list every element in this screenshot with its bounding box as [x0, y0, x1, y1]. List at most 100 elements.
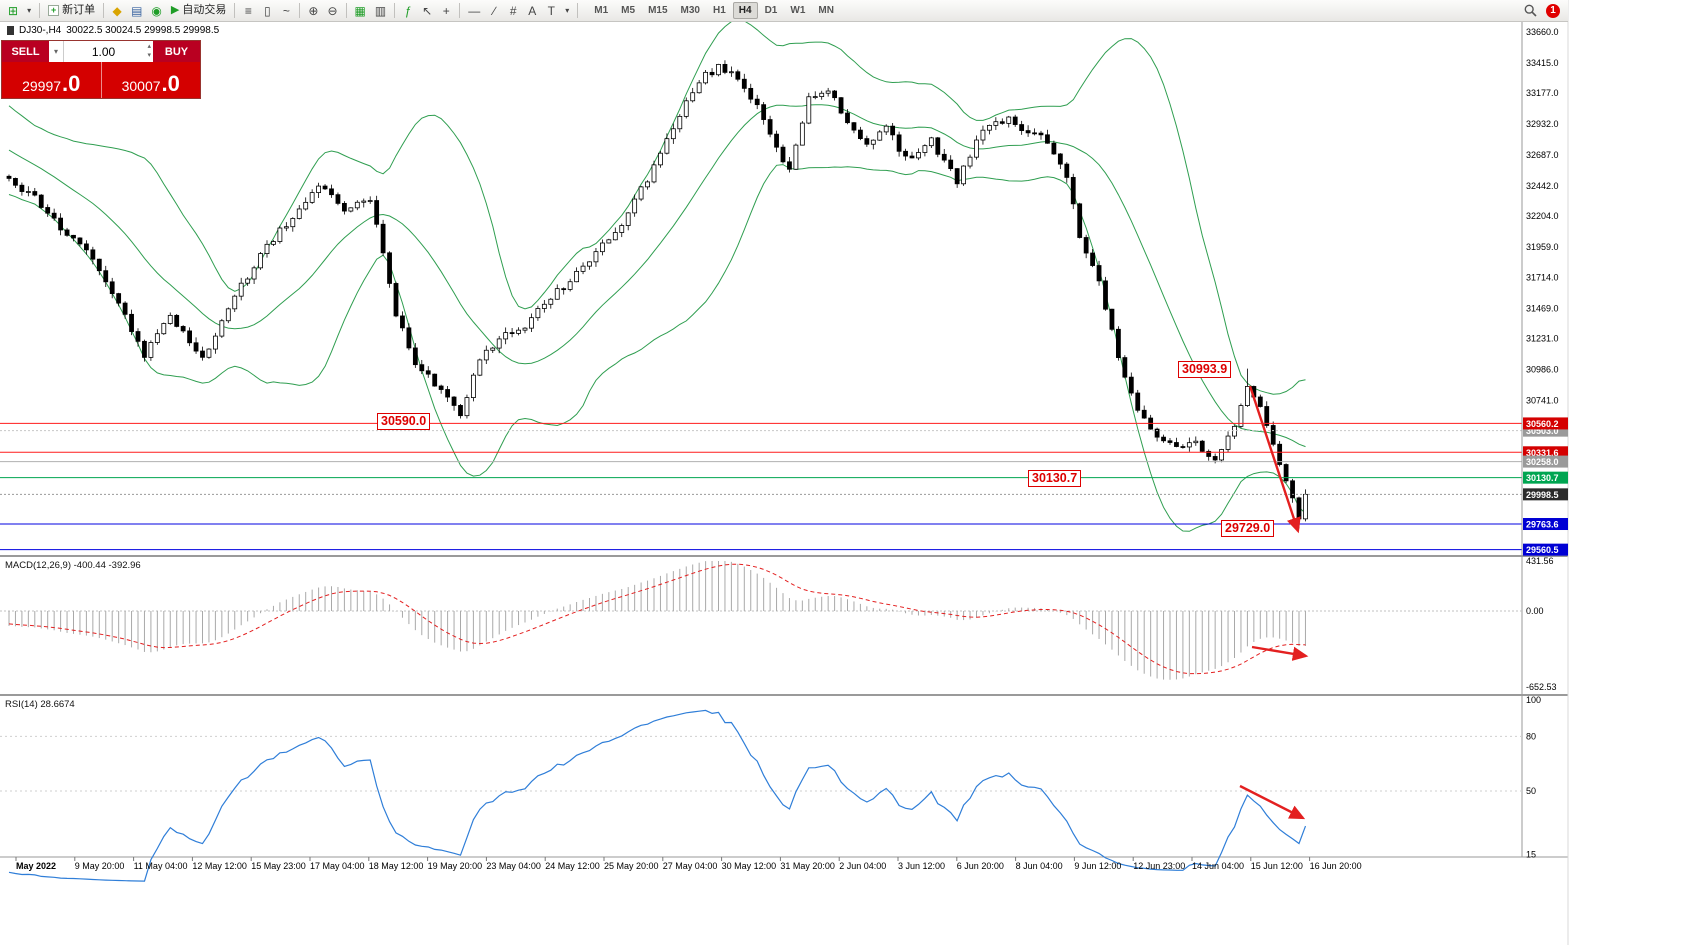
text-tool-icon[interactable]: A — [528, 3, 537, 18]
svg-text:16 Jun 20:00: 16 Jun 20:00 — [1310, 861, 1362, 871]
volume-dropdown[interactable]: ▾ — [49, 41, 64, 62]
search-icon[interactable] — [1520, 2, 1541, 20]
channel-tool-icon[interactable]: # — [509, 3, 517, 18]
svg-text:18 May 12:00: 18 May 12:00 — [369, 861, 424, 871]
price-annotation[interactable]: 29729.0 — [1221, 520, 1275, 537]
svg-text:31 May 20:00: 31 May 20:00 — [780, 861, 835, 871]
new-order-button[interactable]: + 新订单 — [44, 2, 99, 20]
price-annotation[interactable]: 30130.7 — [1028, 470, 1082, 487]
timeframe-M30[interactable]: M30 — [680, 5, 700, 16]
trendline-tool-icon[interactable]: ∕ — [493, 3, 496, 18]
market-watch-icon[interactable]: ▤ — [131, 3, 143, 18]
buy-price[interactable]: 30007.0 — [101, 62, 200, 98]
trend-arrow[interactable] — [1248, 385, 1301, 534]
timeframe-H1[interactable]: H1 — [712, 5, 726, 16]
toolbar-separator — [459, 3, 461, 18]
svg-text:30560.2: 30560.2 — [1526, 419, 1559, 429]
svg-text:31959.0: 31959.0 — [1526, 242, 1559, 252]
timeframe-M15[interactable]: M15 — [648, 5, 668, 16]
horizontal-lines[interactable] — [0, 422, 1522, 551]
zoom-in-icon[interactable]: ⊕ — [308, 3, 319, 18]
notification-badge[interactable]: 1 — [1546, 3, 1560, 18]
svg-text:25 May 20:00: 25 May 20:00 — [604, 861, 659, 871]
price-annotation[interactable]: 30993.9 — [1178, 361, 1232, 378]
crosshair-icon[interactable]: + — [442, 3, 450, 18]
sell-price-frac: .0 — [62, 71, 81, 97]
trend-arrows[interactable] — [1239, 385, 1309, 820]
stepper-down-icon[interactable]: ▾ — [147, 52, 151, 59]
svg-text:15 Jun 12:00: 15 Jun 12:00 — [1251, 861, 1303, 871]
volume-stepper[interactable]: ▴ ▾ — [147, 42, 151, 60]
shapes-dropdown-icon[interactable]: ▾ — [565, 5, 570, 15]
time-axis[interactable]: May 2022 9 May 20:00 11 May 04:00 12 May 12… — [15, 857, 1362, 871]
autotrading-play-icon: ▶ — [170, 4, 180, 16]
bar-chart-icon[interactable]: ≡ — [244, 3, 252, 18]
indicators-icon[interactable]: ƒ — [404, 3, 412, 18]
navigator-icon[interactable]: ◉ — [151, 3, 162, 18]
trend-arrow[interactable] — [1239, 784, 1306, 820]
svg-text:32204.0: 32204.0 — [1526, 211, 1559, 221]
new-chart-icon[interactable]: ⊞ — [8, 3, 19, 18]
sell-price[interactable]: 29997.0 — [2, 62, 102, 98]
svg-text:31714.0: 31714.0 — [1526, 273, 1559, 283]
svg-text:80: 80 — [1526, 731, 1536, 741]
volume-input[interactable] — [64, 41, 153, 62]
trend-arrow[interactable] — [1251, 645, 1309, 661]
buy-price-frac: .0 — [161, 71, 180, 97]
timeframe-toolbar: M1 M5 M15 M30 H1 H4 D1 W1 MN — [588, 2, 840, 19]
macd-signal-line — [8, 563, 1306, 675]
rsi-value: 28.6674 — [40, 699, 75, 710]
zoom-out-icon[interactable]: ⊖ — [327, 3, 338, 18]
label-tool-icon[interactable]: T — [547, 3, 555, 18]
svg-text:50: 50 — [1526, 786, 1536, 796]
toolbar-separator — [39, 3, 41, 18]
svg-text:19 May 20:00: 19 May 20:00 — [428, 861, 483, 871]
autotrading-button[interactable]: ▶ 自动交易 — [167, 2, 230, 20]
macd-values: -400.44 -392.96 — [73, 560, 141, 571]
line-chart-icon[interactable]: ~ — [282, 3, 290, 18]
svg-text:30331.6: 30331.6 — [1526, 448, 1559, 458]
macd-histogram — [8, 561, 1306, 680]
svg-text:431.56: 431.56 — [1526, 556, 1554, 566]
sell-button[interactable]: SELL — [2, 41, 49, 62]
price-annotation[interactable]: 30590.0 — [377, 413, 431, 430]
new-order-icon: + — [48, 5, 60, 16]
svg-text:29998.5: 29998.5 — [1526, 490, 1559, 500]
cascade-windows-icon[interactable]: ▥ — [374, 3, 387, 18]
toolbar-separator — [103, 3, 105, 18]
timeframe-H4[interactable]: H4 — [732, 2, 758, 19]
tile-windows-icon[interactable]: ▦ — [354, 3, 366, 18]
svg-text:30741.0: 30741.0 — [1526, 396, 1559, 406]
candlestick-icon[interactable]: ▯ — [264, 3, 271, 18]
svg-text:17 May 04:00: 17 May 04:00 — [310, 861, 365, 871]
one-click-trading-panel: SELL ▾ ▴▾ BUY 29997.0 30007.0 — [2, 41, 200, 98]
buy-button[interactable]: BUY — [153, 41, 200, 62]
symbol-ohlc-label: DJ30-,H4 30022.5 30024.5 29998.5 29998.5 — [7, 25, 219, 36]
chart-dropdown-icon[interactable]: ▾ — [27, 5, 32, 15]
svg-text:29560.5: 29560.5 — [1526, 545, 1559, 555]
svg-text:6 Jun 20:00: 6 Jun 20:00 — [957, 861, 1004, 871]
svg-text:23 May 04:00: 23 May 04:00 — [486, 861, 541, 871]
svg-text:0.00: 0.00 — [1526, 606, 1544, 616]
stepper-up-icon[interactable]: ▴ — [147, 43, 151, 50]
rsi-line — [8, 709, 1307, 882]
chart-icon — [7, 26, 14, 35]
timeframe-MN[interactable]: MN — [818, 5, 834, 16]
symbols-icon[interactable]: ◆ — [112, 3, 122, 18]
timeframe-D1[interactable]: D1 — [764, 5, 778, 16]
timeframe-W1[interactable]: W1 — [790, 5, 806, 16]
bollinger-bands — [8, 19, 1306, 532]
timeframe-M5[interactable]: M5 — [621, 5, 636, 16]
svg-text:12 May 12:00: 12 May 12:00 — [192, 861, 247, 871]
price-axis[interactable]: 33660.0 33415.0 33177.0 32932.0 32687.0 32442… — [1526, 27, 1559, 860]
svg-text:9 May 20:00: 9 May 20:00 — [75, 861, 125, 871]
svg-text:2 Jun 04:00: 2 Jun 04:00 — [839, 861, 886, 871]
hline-tool-icon[interactable]: — — [468, 3, 481, 18]
svg-text:33177.0: 33177.0 — [1526, 88, 1559, 98]
cursor-icon[interactable]: ↖ — [422, 3, 433, 18]
timeframe-M1[interactable]: M1 — [594, 5, 609, 16]
